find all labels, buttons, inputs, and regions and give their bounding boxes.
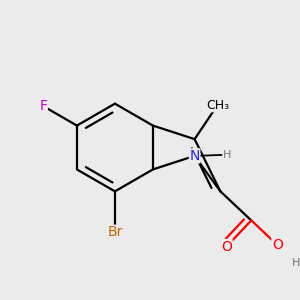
- Text: O: O: [272, 238, 283, 252]
- Text: H: H: [292, 258, 300, 268]
- Text: CH₃: CH₃: [206, 99, 229, 112]
- Text: N: N: [189, 149, 200, 163]
- Text: F: F: [39, 99, 47, 113]
- Text: O: O: [221, 239, 232, 254]
- Text: H: H: [223, 150, 231, 160]
- Text: Br: Br: [107, 225, 123, 239]
